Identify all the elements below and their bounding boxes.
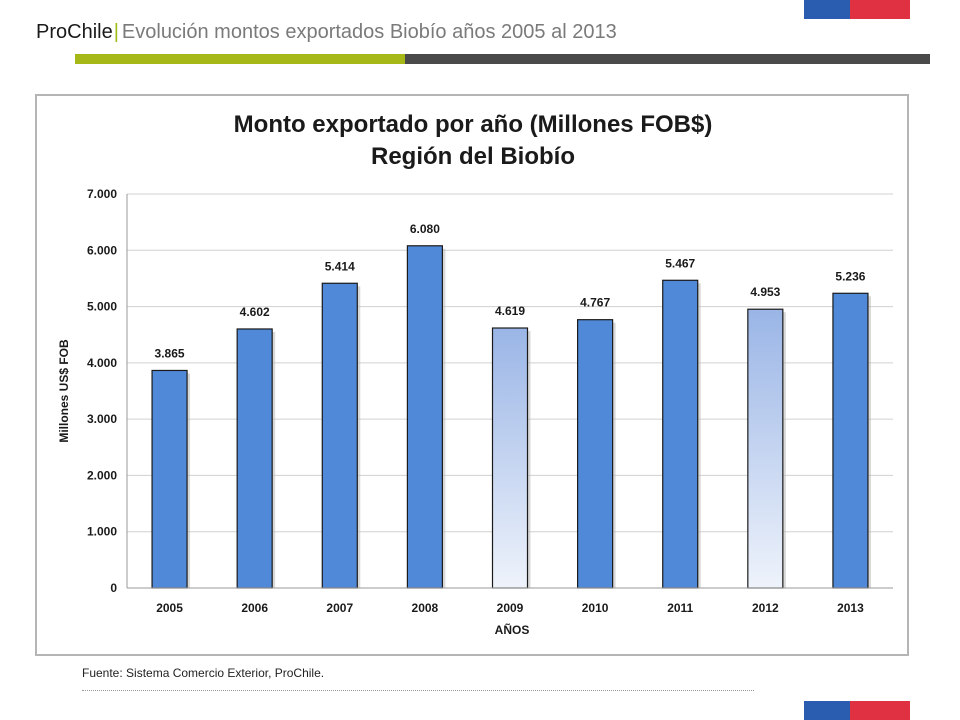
bar-2012 <box>747 308 784 589</box>
brand-name: ProChile <box>36 21 113 43</box>
bar-2008 <box>406 245 443 589</box>
y-tick-label: 7.000 <box>87 187 117 201</box>
x-tick-label: 2010 <box>582 601 609 615</box>
y-tick-label: 4.000 <box>87 356 117 370</box>
x-tick-label: 2005 <box>156 601 183 615</box>
x-tick-label: 2011 <box>667 601 693 615</box>
bar-2005 <box>151 369 188 589</box>
bar-2013 <box>832 292 869 589</box>
y-axis-label: Millones US$ FOB <box>57 339 71 443</box>
bar-2010 <box>577 319 614 589</box>
x-tick-label: 2008 <box>412 601 439 615</box>
x-tick-label: 2013 <box>837 601 864 615</box>
x-tick-label: 2006 <box>241 601 268 615</box>
source-note: Fuente: Sistema Comercio Exterior, ProCh… <box>82 666 325 680</box>
page-title: ProChile| Evolución montos exportados Bio… <box>36 18 617 46</box>
data-label: 6.080 <box>410 222 440 236</box>
data-label: 4.602 <box>240 305 270 319</box>
x-tick-label: 2012 <box>752 601 779 615</box>
data-label: 4.953 <box>750 285 780 299</box>
x-tick-label: 2009 <box>497 601 524 615</box>
x-axis-label: AÑOS <box>495 622 530 637</box>
flag-stripe-blue-bottom <box>804 701 850 720</box>
bar-2011 <box>662 279 699 589</box>
footer-dotted-line <box>82 690 754 691</box>
data-label: 4.619 <box>495 304 525 318</box>
y-tick-label: 5.000 <box>87 300 117 314</box>
flag-stripe-red-top <box>850 0 910 19</box>
title-separator: | <box>113 21 119 43</box>
bar-chart: Monto exportado por año (Millones FOB$) … <box>57 111 893 637</box>
y-tick-label: 1.000 <box>87 525 117 539</box>
data-label: 5.467 <box>665 256 695 270</box>
bar-2006 <box>236 328 273 589</box>
y-axis-ticks: 0 1.000 2.000 3.000 4.000 5.000 6.000 7.000 <box>87 187 117 595</box>
data-label: 3.865 <box>155 346 185 360</box>
header-rule-dark <box>405 54 930 64</box>
data-label: 4.767 <box>580 296 610 310</box>
y-tick-label: 2.000 <box>87 468 117 482</box>
chart-frame: Monto exportado por año (Millones FOB$) … <box>35 94 909 656</box>
y-tick-label: 6.000 <box>87 243 117 257</box>
bar-2007 <box>321 282 358 589</box>
flag-stripe-red-bottom <box>850 701 910 720</box>
bars: 3.865 4.602 5.414 6.080 4.619 4.767 5.467 4.953… <box>151 222 871 589</box>
x-tick-label: 2007 <box>326 601 353 615</box>
chart-title-line2: Región del Biobío <box>371 143 575 170</box>
flag-stripe-blue-top <box>804 0 850 19</box>
page-subtitle: Evolución montos exportados Biobío años … <box>121 21 617 43</box>
x-axis-ticks: 2005 2006 2007 2008 2009 2010 2011 2012 2013 <box>127 587 893 615</box>
bar-2009 <box>491 327 529 589</box>
chart-title-line1: Monto exportado por año (Millones FOB$) <box>234 111 713 138</box>
data-label: 5.236 <box>835 269 865 283</box>
y-tick-label: 0 <box>110 581 117 595</box>
data-label: 5.414 <box>325 259 355 273</box>
y-tick-label: 3.000 <box>87 412 117 426</box>
header-rule-green <box>75 54 405 64</box>
